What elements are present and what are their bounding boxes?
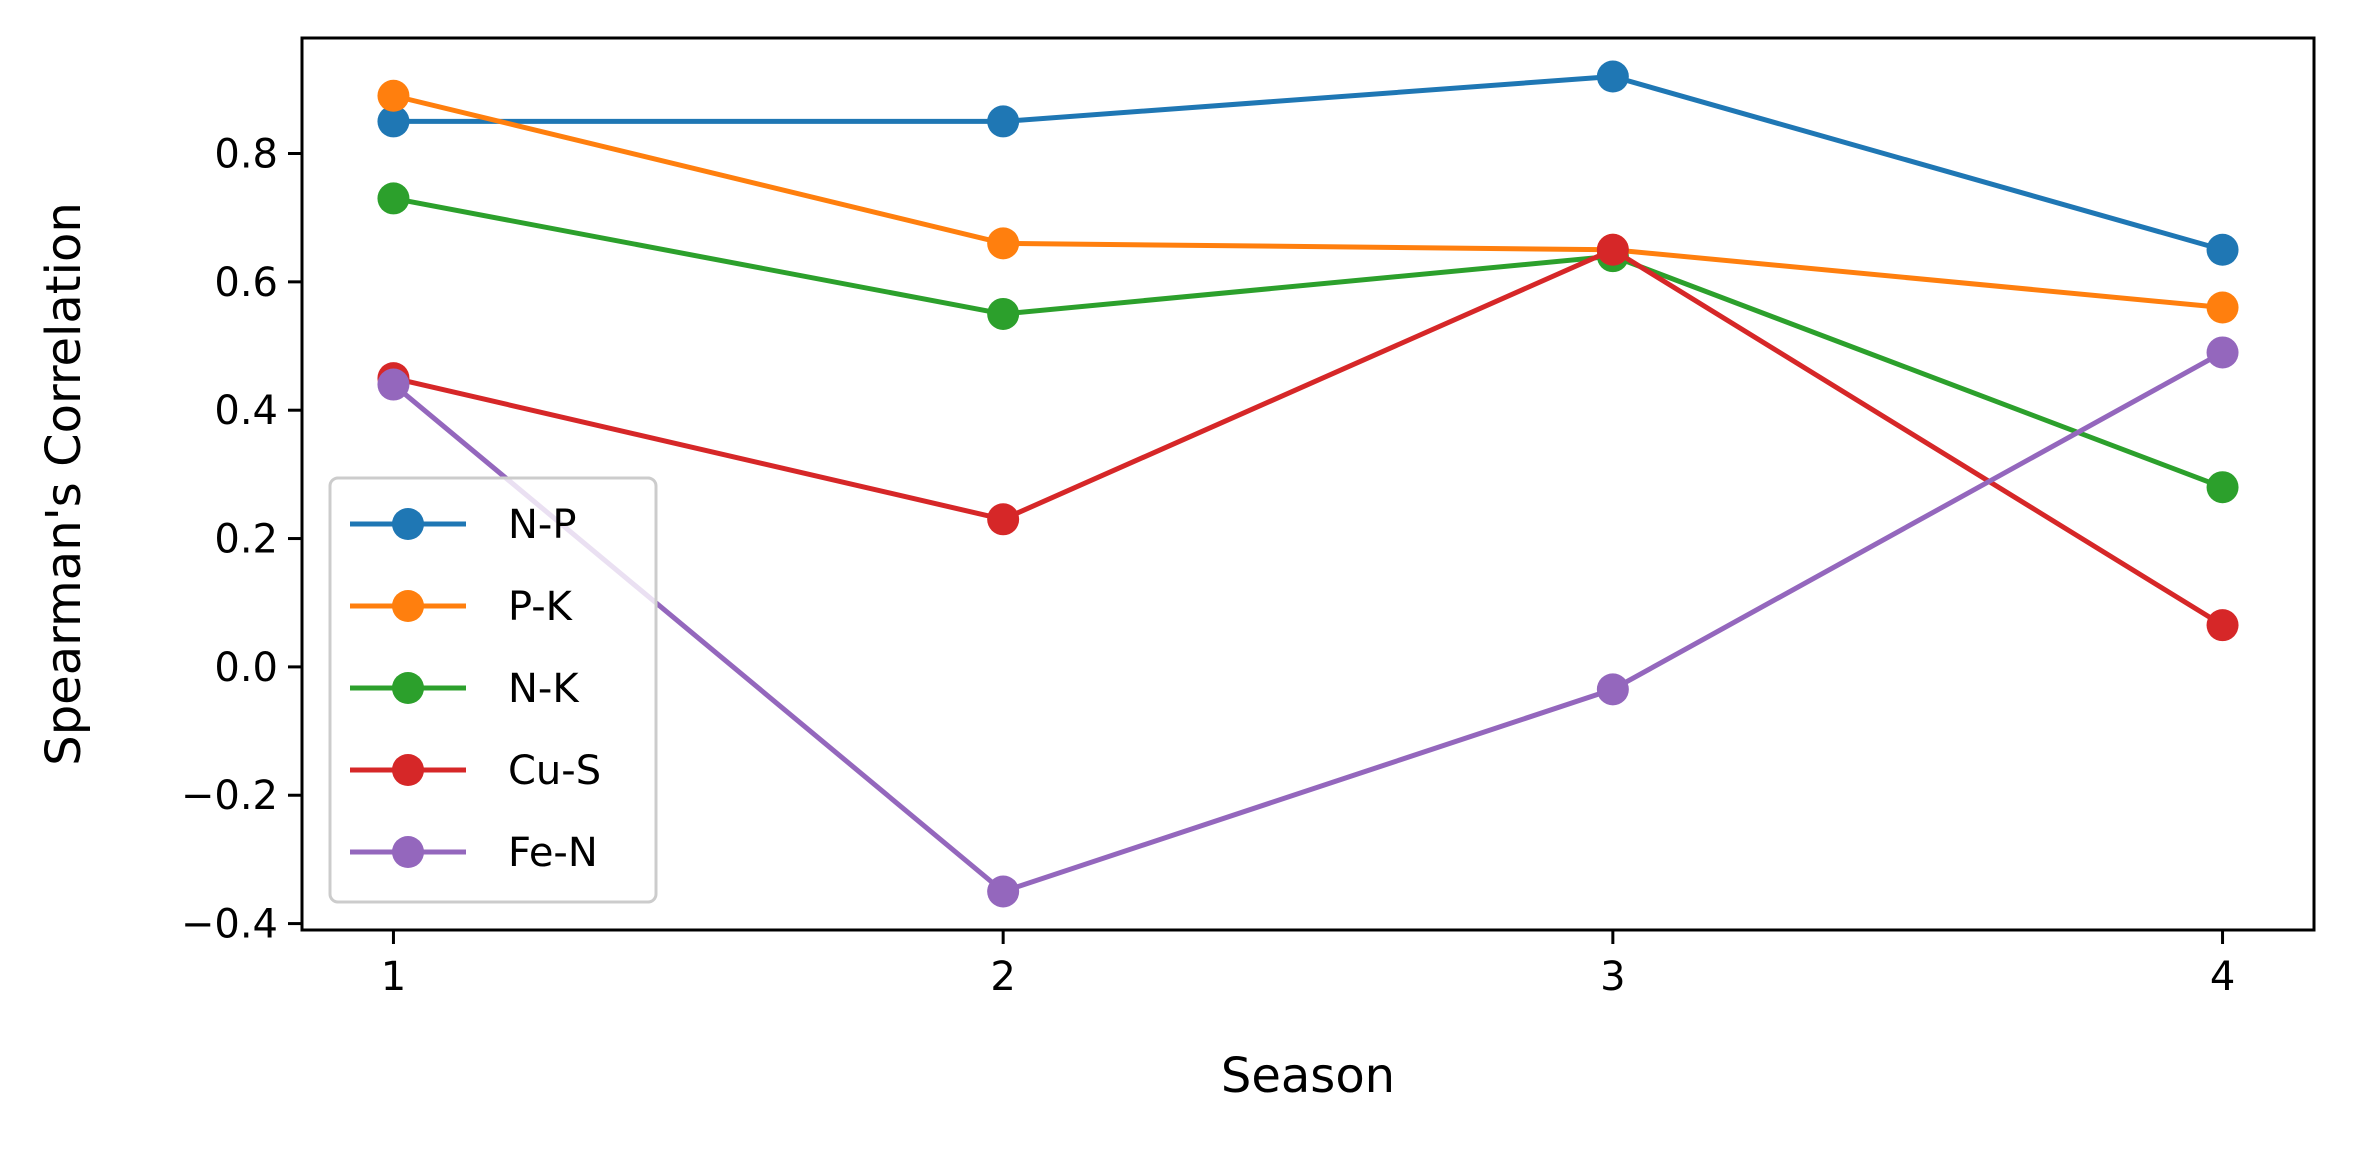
data-point <box>377 105 410 138</box>
y-axis: −0.4 −0.2 0.0 0.2 0.4 0.6 0.8 <box>181 132 302 948</box>
legend-label: Fe-N <box>508 830 598 876</box>
series-n-k <box>377 182 2239 504</box>
legend-item: Cu-S <box>350 748 601 794</box>
legend-item: P-K <box>350 584 574 630</box>
series-line <box>392 247 2224 628</box>
data-point <box>2206 336 2239 369</box>
data-point <box>2206 609 2239 642</box>
plot-frame <box>300 36 2316 932</box>
legend-label: N-K <box>508 666 580 712</box>
y-tick-label: 0.2 <box>214 517 278 563</box>
series-line <box>392 195 2224 490</box>
x-axis: 1 2 3 4 <box>381 930 2235 1000</box>
legend-label: N-P <box>508 502 576 548</box>
data-point <box>1596 673 1629 706</box>
data-point <box>2206 233 2239 266</box>
legend-box <box>328 476 658 904</box>
data-point <box>377 182 410 215</box>
data-point <box>1596 233 1629 266</box>
data-point <box>1596 60 1629 93</box>
data-point <box>987 875 1020 908</box>
data-point <box>987 503 1020 536</box>
y-tick-label: −0.4 <box>181 902 278 948</box>
legend-marker <box>392 590 424 622</box>
x-tick-label: 4 <box>2210 954 2235 1000</box>
series-line <box>391 350 2224 894</box>
series-fe-n <box>377 336 2239 908</box>
legend-item: N-K <box>350 666 580 712</box>
legend-item: N-P <box>350 502 576 548</box>
y-tick-label: −0.2 <box>181 773 278 819</box>
legend-label: P-K <box>508 584 574 630</box>
series-line <box>392 93 2223 311</box>
x-tick-label: 2 <box>990 954 1015 1000</box>
data-point <box>377 79 410 112</box>
data-point <box>987 227 1020 260</box>
legend: N-P P-K N-K Cu-S Fe-N <box>328 476 658 904</box>
series-n-p <box>377 60 2239 266</box>
x-tick-label: 1 <box>381 954 406 1000</box>
data-point <box>2206 291 2239 324</box>
series-cu-s <box>377 233 2239 642</box>
data-point <box>987 297 1020 330</box>
data-point <box>377 368 410 401</box>
y-tick-label: 0.6 <box>214 260 278 306</box>
y-axis-title: Spearman's Correlation <box>36 202 92 766</box>
legend-marker <box>392 672 424 704</box>
x-tick-label: 3 <box>1600 954 1625 1000</box>
y-tick-label: 0.4 <box>214 388 278 434</box>
series-layer <box>377 60 2239 908</box>
legend-label: Cu-S <box>508 748 601 794</box>
legend-marker <box>392 508 424 540</box>
legend-marker <box>392 836 424 868</box>
series-line <box>393 74 2224 253</box>
y-tick-label: 0.0 <box>214 645 278 691</box>
legend-item: Fe-N <box>350 830 598 876</box>
legend-marker <box>392 754 424 786</box>
data-point <box>987 105 1020 138</box>
y-tick-label: 0.8 <box>214 132 278 178</box>
x-axis-title: Season <box>1221 1048 1395 1104</box>
data-point <box>2206 471 2239 504</box>
